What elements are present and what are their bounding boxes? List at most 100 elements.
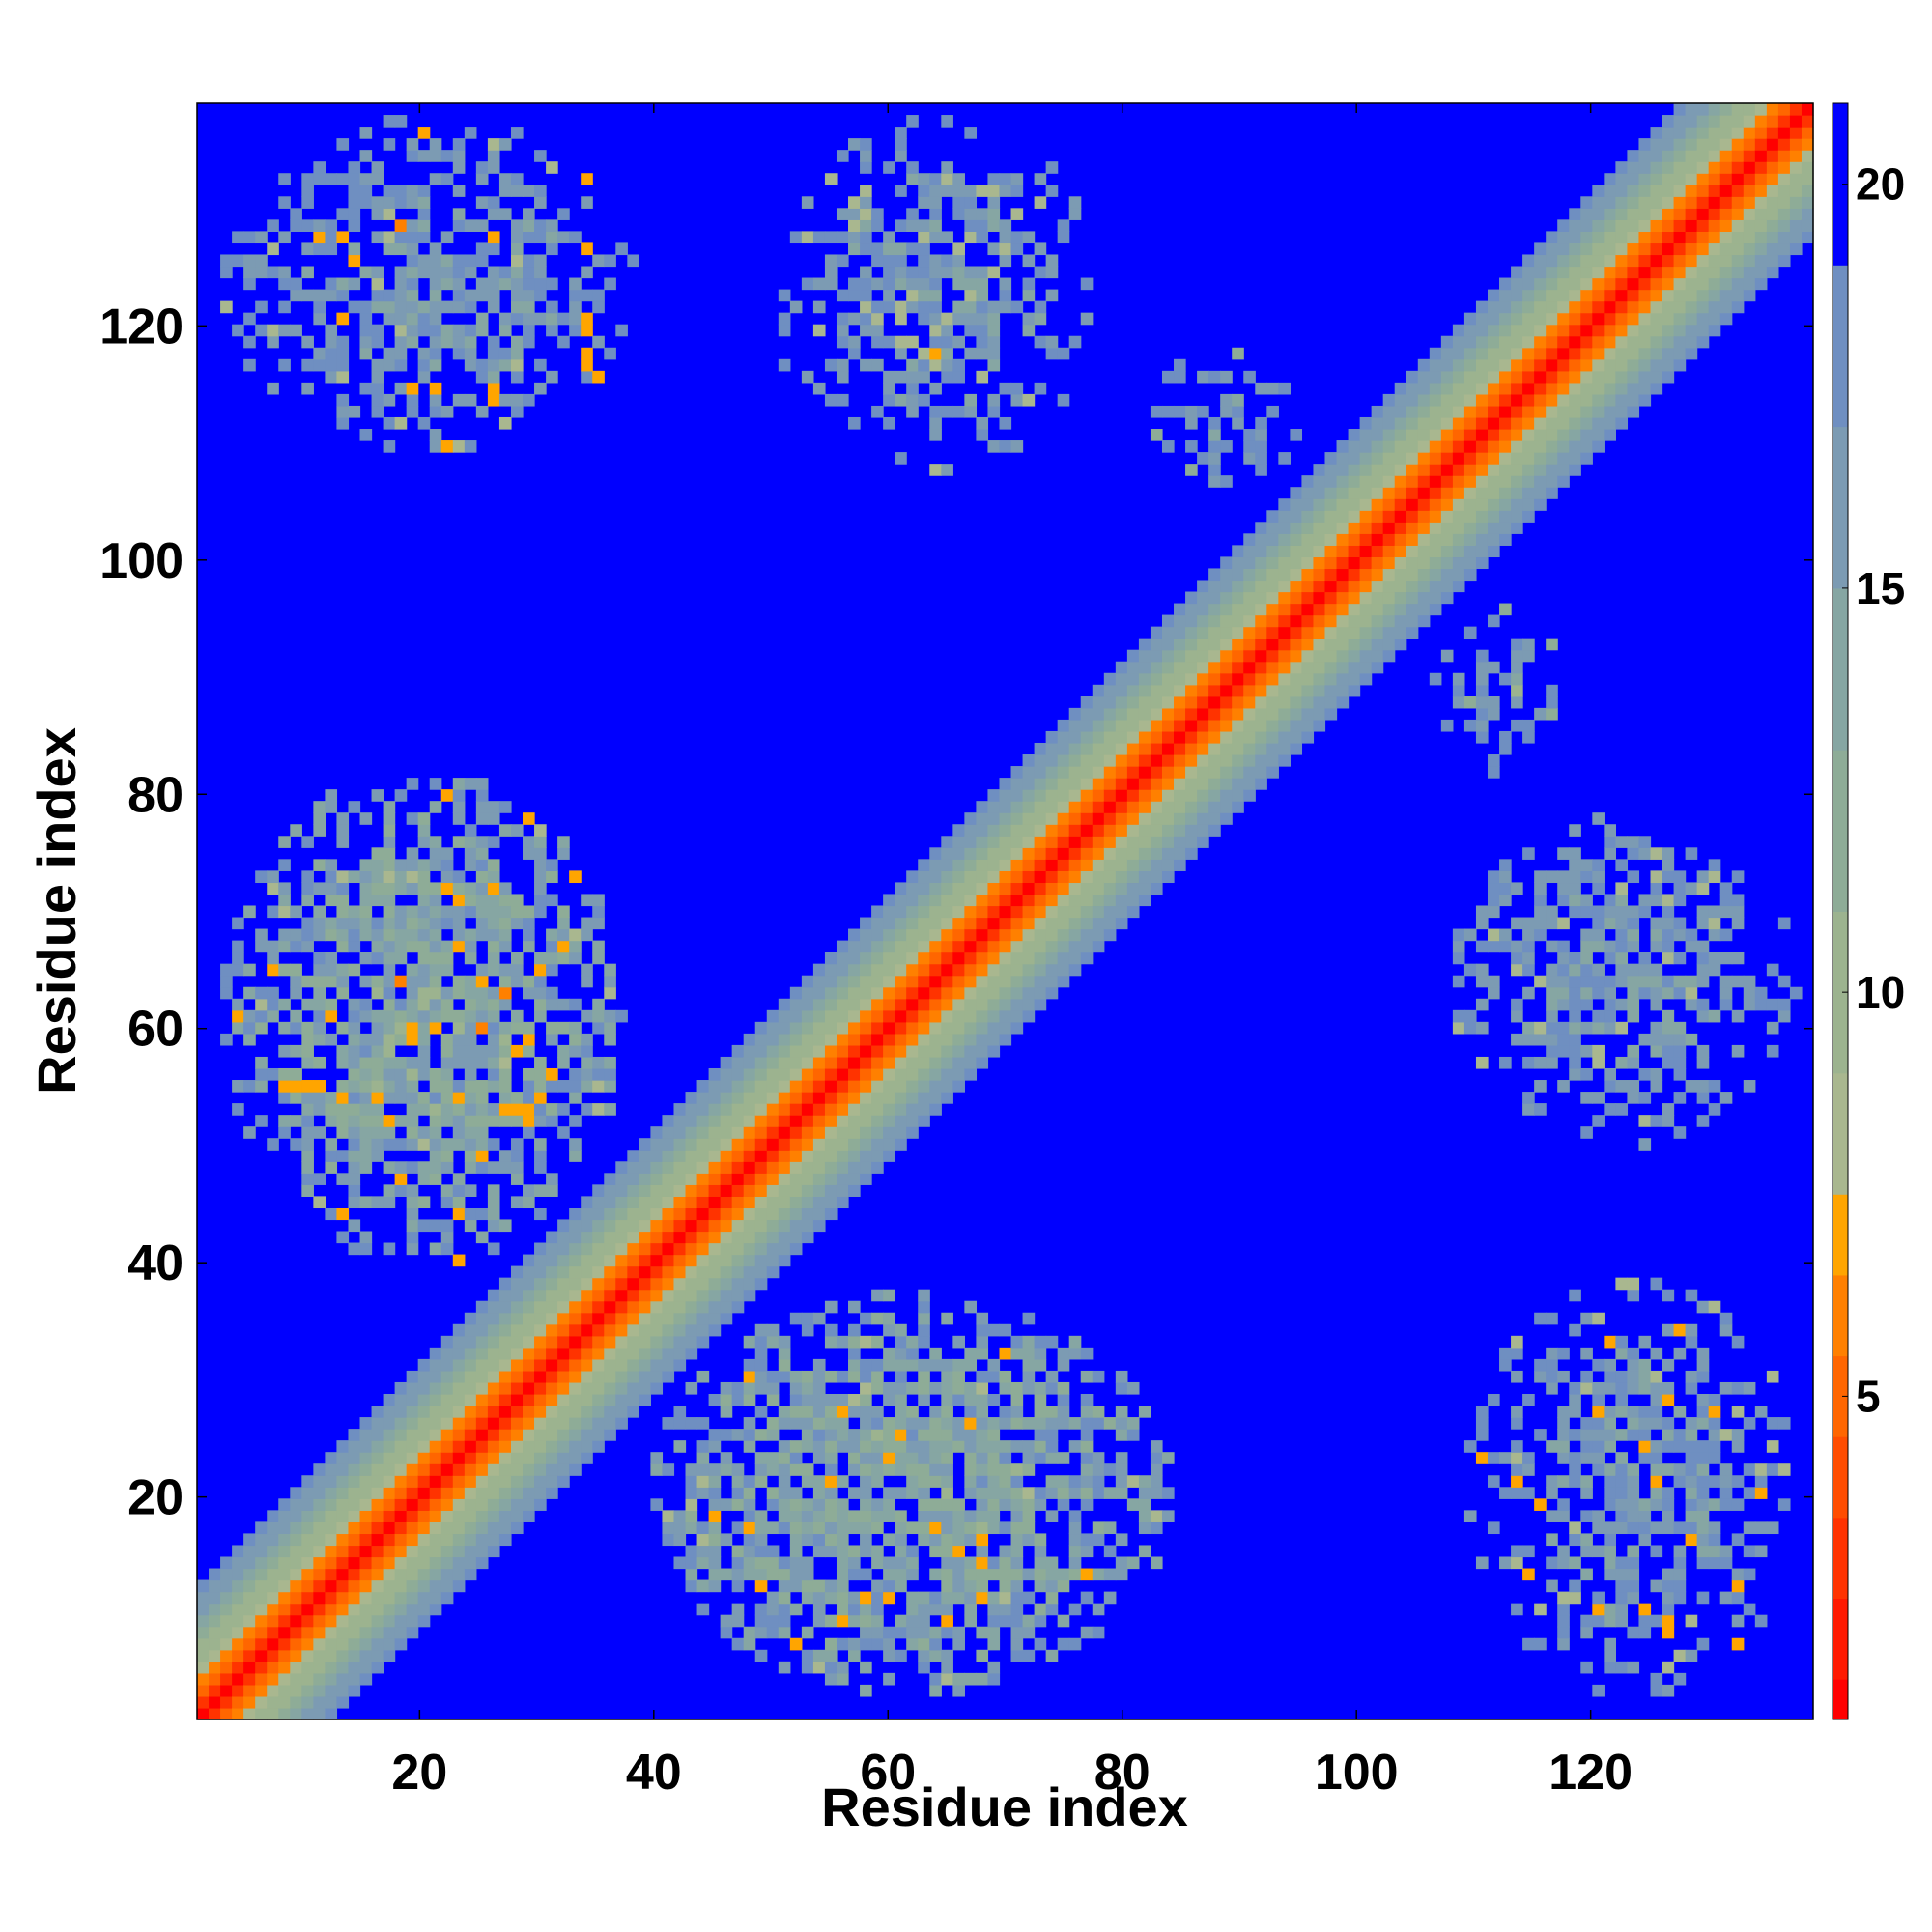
heatmap-cell (976, 266, 989, 279)
heatmap-cell (569, 1067, 582, 1081)
heatmap-cell (731, 1637, 745, 1651)
heatmap-cell (778, 1092, 791, 1104)
heatmap-cell (1243, 603, 1256, 616)
heatmap-cell (498, 1219, 512, 1233)
heatmap-cell (1463, 405, 1477, 418)
heatmap-cell (534, 1312, 547, 1325)
heatmap-cell (871, 928, 884, 942)
heatmap-cell (1546, 464, 1558, 476)
heatmap-cell (464, 1521, 477, 1535)
heatmap-cell (1278, 719, 1291, 732)
heatmap-cell (1068, 754, 1082, 767)
heatmap-cell (1010, 1417, 1024, 1430)
heatmap-cell (440, 1463, 454, 1476)
heatmap-cell (673, 1254, 687, 1267)
heatmap-cell (440, 1381, 454, 1395)
heatmap-cell (1382, 498, 1396, 511)
heatmap-cell (731, 1044, 745, 1058)
heatmap-cell (952, 1056, 965, 1069)
heatmap-cell (720, 1254, 733, 1267)
heatmap-cell (1022, 1452, 1036, 1464)
heatmap-cell (301, 1568, 314, 1581)
heatmap-cell (336, 370, 350, 384)
heatmap-cell (789, 1173, 803, 1185)
heatmap-cell (325, 1591, 338, 1605)
heatmap-cell (464, 1208, 477, 1221)
heatmap-cell (1126, 766, 1140, 779)
heatmap-cell (1359, 545, 1373, 558)
heatmap-cell (452, 1021, 466, 1035)
heatmap-cell (1278, 591, 1291, 605)
heatmap-cell (278, 1661, 291, 1674)
heatmap-cell (999, 219, 1012, 232)
heatmap-cell (836, 1067, 849, 1081)
heatmap-cell (243, 254, 256, 268)
heatmap-cell (929, 358, 942, 372)
heatmap-cell (766, 1335, 780, 1349)
heatmap-cell (789, 1033, 803, 1046)
heatmap-cell (918, 1381, 930, 1395)
heatmap-cell (371, 277, 384, 291)
heatmap-cell (1034, 1556, 1047, 1570)
heatmap-cell (1080, 1533, 1094, 1547)
heatmap-cell (1010, 859, 1024, 871)
heatmap-cell (801, 1219, 814, 1233)
heatmap-cell (301, 1115, 314, 1127)
heatmap-cell (498, 801, 512, 813)
heatmap-cell (731, 1603, 745, 1616)
heatmap-cell (1511, 358, 1523, 372)
heatmap-cell (860, 1067, 872, 1081)
heatmap-cell (824, 173, 838, 185)
heatmap-cell (581, 1381, 593, 1395)
heatmap-cell (848, 1184, 861, 1197)
heatmap-cell (906, 1103, 919, 1116)
heatmap-cell (1138, 859, 1151, 871)
heatmap-cell (301, 1661, 314, 1674)
heatmap-cell (1348, 510, 1361, 523)
heatmap-cell (267, 1591, 279, 1605)
heatmap-cell (498, 1289, 512, 1302)
heatmap-cell (871, 1092, 884, 1104)
heatmap-cell (417, 1370, 431, 1383)
heatmap-cell (336, 173, 350, 185)
heatmap-cell (1382, 393, 1396, 407)
heatmap-cell (941, 1009, 953, 1023)
heatmap-cell (1068, 847, 1082, 860)
heatmap-cell (673, 1115, 687, 1127)
heatmap-cell (557, 1056, 570, 1069)
heatmap-cell (475, 998, 489, 1011)
heatmap-cell (440, 1231, 454, 1244)
heatmap-cell (267, 1009, 279, 1023)
heatmap-cell (313, 986, 326, 1000)
heatmap-cell (1045, 1568, 1059, 1581)
heatmap-cell (1499, 312, 1512, 326)
heatmap-cell (976, 1672, 989, 1686)
heatmap-cell (1138, 719, 1151, 732)
heatmap-cell (708, 1545, 722, 1558)
heatmap-cell (325, 1684, 338, 1697)
heatmap-cell (452, 1452, 466, 1464)
heatmap-cell (336, 208, 350, 220)
heatmap-cell (313, 1684, 326, 1697)
heatmap-cell (906, 358, 919, 372)
heatmap-cell (1499, 440, 1512, 453)
heatmap-cell (452, 1498, 466, 1511)
heatmap-cell (871, 335, 884, 349)
heatmap-cell (1080, 847, 1094, 860)
heatmap-cell (325, 1637, 338, 1651)
heatmap-cell (766, 1603, 780, 1616)
heatmap-cell (999, 1498, 1012, 1511)
heatmap-cell (452, 1475, 466, 1488)
heatmap-cell (976, 1009, 989, 1023)
heatmap-cell (987, 1475, 1001, 1488)
heatmap-cell (895, 1335, 907, 1349)
heatmap-cell (836, 231, 849, 244)
heatmap-cell (325, 1661, 338, 1674)
heatmap-cell (417, 1196, 431, 1209)
heatmap-cell (336, 1545, 350, 1558)
heatmap-cell (592, 1184, 605, 1197)
heatmap-cell (673, 1300, 687, 1314)
heatmap-cell (685, 1161, 698, 1174)
heatmap-cell (429, 940, 442, 953)
heatmap-cell (860, 1335, 872, 1349)
